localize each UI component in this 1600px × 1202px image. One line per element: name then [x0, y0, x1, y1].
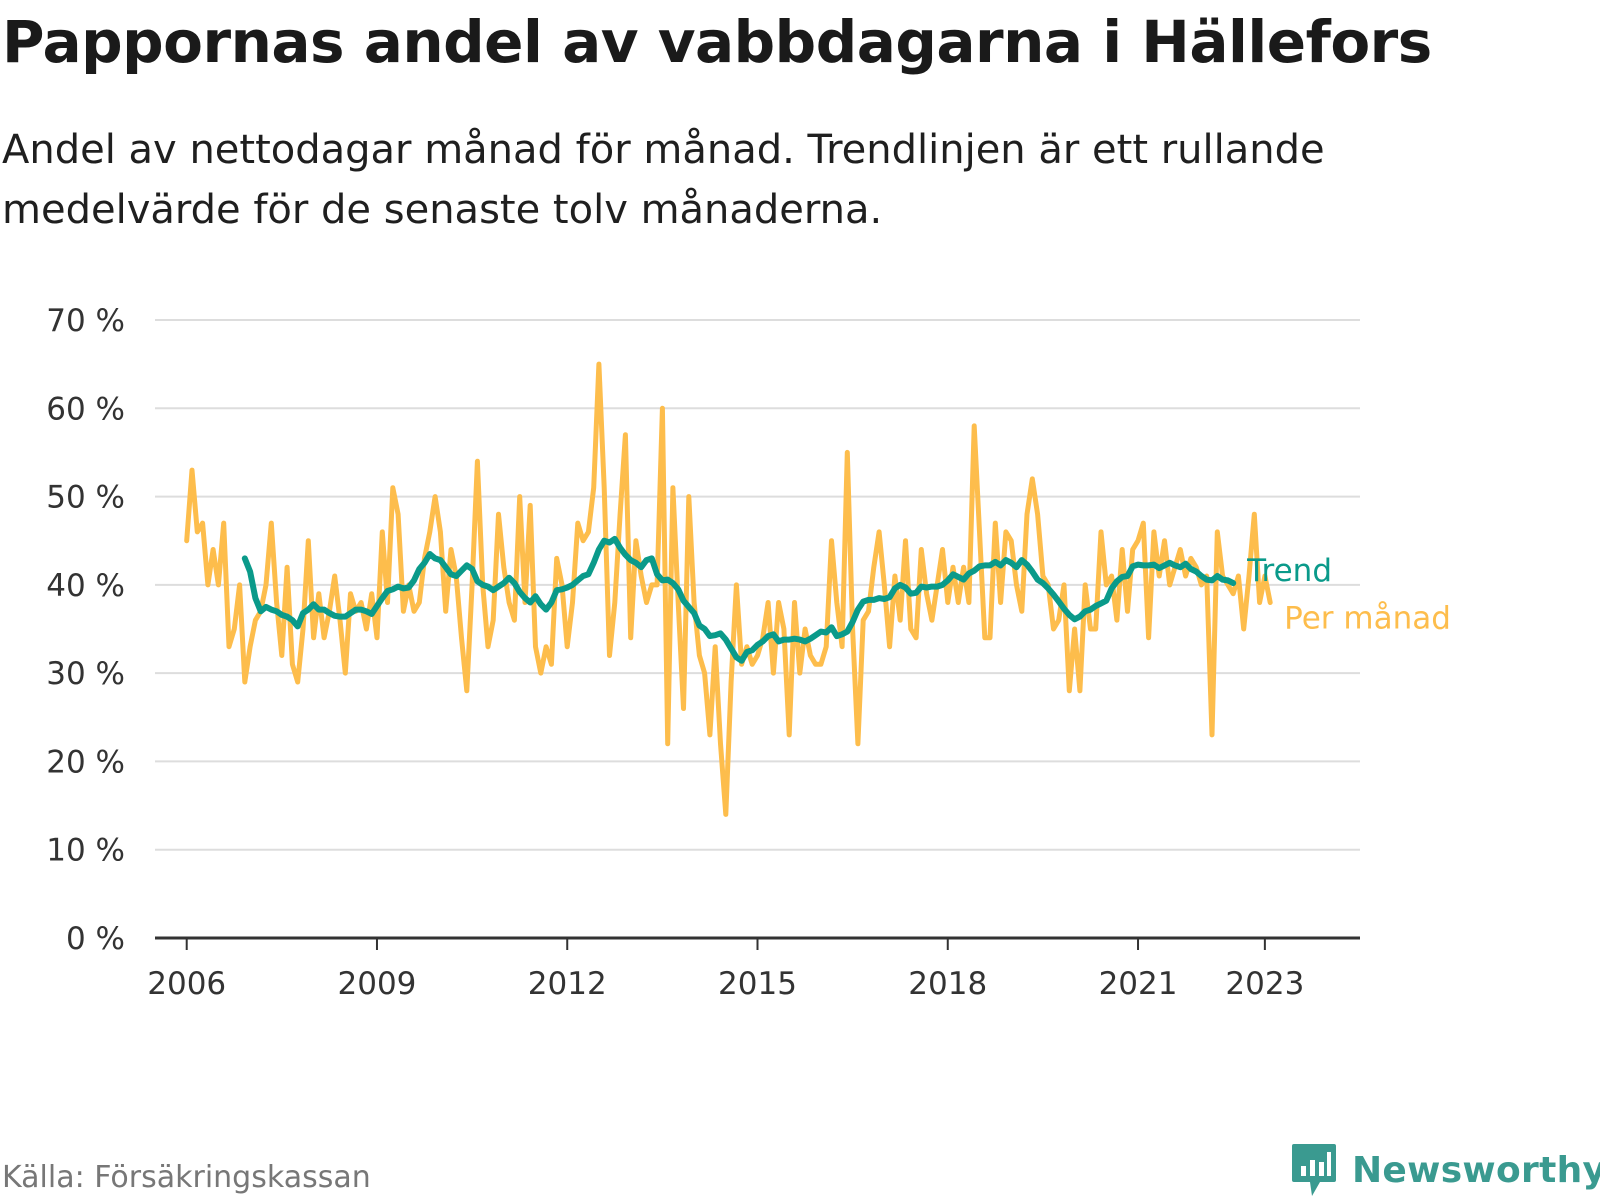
series-line-monthly	[184, 361, 1273, 817]
x-tick-label: 2015	[718, 966, 797, 1002]
y-axis-ticks: 0 % 10 % 20 % 30 % 40 % 50 % 60 % 70 %	[46, 303, 125, 957]
brand-logo: Newsworthy	[1290, 1140, 1600, 1200]
source-note: Källa: Försäkringskassan	[2, 1160, 371, 1195]
newsworthy-chart-bubble-icon	[1290, 1142, 1338, 1198]
y-tick-label: 50 %	[46, 480, 125, 516]
y-tick-label: 60 %	[46, 391, 125, 427]
page-title: Pappornas andel av vabbdagarna i Hällefo…	[2, 8, 1432, 76]
series-label-monthly: Per månad	[1284, 601, 1451, 637]
chart-subtitle: Andel av nettodagar månad för månad. Tre…	[2, 127, 1325, 233]
series-label-trend: Trend	[1246, 553, 1332, 589]
x-tick-label: 2006	[147, 966, 226, 1002]
y-tick-label: 30 %	[46, 656, 125, 692]
series-labels: Per månad Trend	[1246, 553, 1451, 636]
gridlines	[155, 319, 1360, 940]
y-tick-label: 0 %	[66, 921, 125, 957]
x-tick-label: 2023	[1225, 966, 1304, 1002]
series-lines	[184, 361, 1273, 817]
x-axis-ticks: 2006 2009 2012 2015 2018 2021 2023	[147, 938, 1304, 1002]
y-tick-label: 70 %	[46, 303, 125, 339]
brand-name: Newsworthy	[1352, 1149, 1600, 1191]
series-line-trend	[241, 535, 1237, 664]
y-tick-label: 40 %	[46, 568, 125, 604]
x-tick-label: 2021	[1099, 966, 1178, 1002]
y-tick-label: 10 %	[46, 833, 125, 869]
y-tick-label: 20 %	[46, 744, 125, 780]
line-chart: 0 % 10 % 20 % 30 % 40 % 50 % 60 % 70 % 2006 2009…	[46, 303, 1451, 1002]
x-tick-label: 2009	[338, 966, 417, 1002]
x-tick-label: 2018	[908, 966, 987, 1002]
x-tick-label: 2012	[528, 966, 607, 1002]
